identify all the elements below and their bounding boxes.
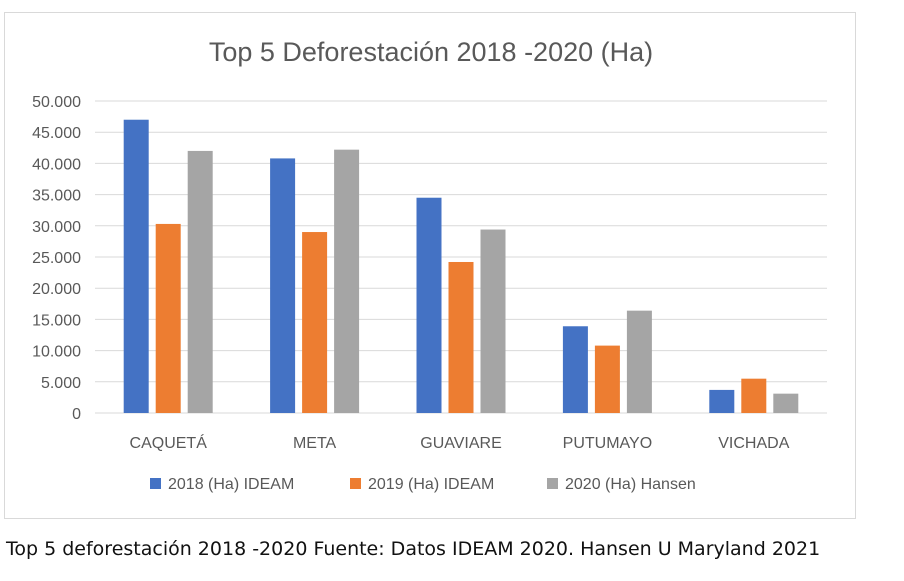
y-tick-label: 45.000: [32, 125, 81, 142]
x-tick-label: CAQUETÁ: [130, 433, 208, 452]
x-tick-label: META: [293, 435, 337, 452]
bar: [416, 197, 442, 413]
bar: [302, 232, 328, 413]
y-tick-label: 30.000: [32, 219, 81, 236]
bar: [155, 223, 181, 413]
legend-label: 2018 (Ha) IDEAM: [168, 476, 294, 493]
y-tick-label: 35.000: [32, 188, 81, 205]
bar: [562, 326, 588, 413]
chart-frame: Top 5 Deforestación 2018 -2020 (Ha) 0 5.00…: [4, 12, 856, 519]
bar: [334, 149, 360, 413]
bar: [626, 310, 652, 413]
legend-swatch: [547, 478, 558, 489]
legend-swatch: [150, 478, 161, 489]
bar: [480, 229, 506, 413]
x-tick-label: VICHADA: [718, 435, 789, 452]
legend-label: 2019 (Ha) IDEAM: [368, 476, 494, 493]
bar: [448, 261, 474, 413]
y-tick-label: 10.000: [32, 344, 81, 361]
figure-caption: Top 5 deforestación 2018 -2020 Fuente: D…: [6, 538, 821, 560]
y-tick-label: 40.000: [32, 156, 81, 173]
x-tick-label: GUAVIARE: [420, 435, 502, 452]
bar: [773, 393, 799, 413]
y-tick-label: 20.000: [32, 281, 81, 298]
y-tick-label: 50.000: [32, 94, 81, 111]
y-tick-label: 5.000: [41, 375, 81, 392]
legend-label: 2020 (Ha) Hansen: [565, 476, 696, 493]
y-tick-label: 0: [72, 406, 81, 423]
bar: [123, 119, 149, 413]
bar: [741, 378, 767, 413]
bar-chart: Top 5 Deforestación 2018 -2020 (Ha) 0 5.00…: [32, 37, 827, 493]
y-tick-label: 15.000: [32, 312, 81, 329]
legend-swatch: [350, 478, 361, 489]
x-tick-label: PUTUMAYO: [563, 435, 652, 452]
chart-title: Top 5 Deforestación 2018 -2020 (Ha): [209, 37, 653, 67]
bar: [709, 389, 735, 413]
bar: [270, 158, 296, 413]
y-tick-label: 25.000: [32, 250, 81, 267]
bar: [187, 150, 213, 414]
bar: [594, 345, 620, 413]
